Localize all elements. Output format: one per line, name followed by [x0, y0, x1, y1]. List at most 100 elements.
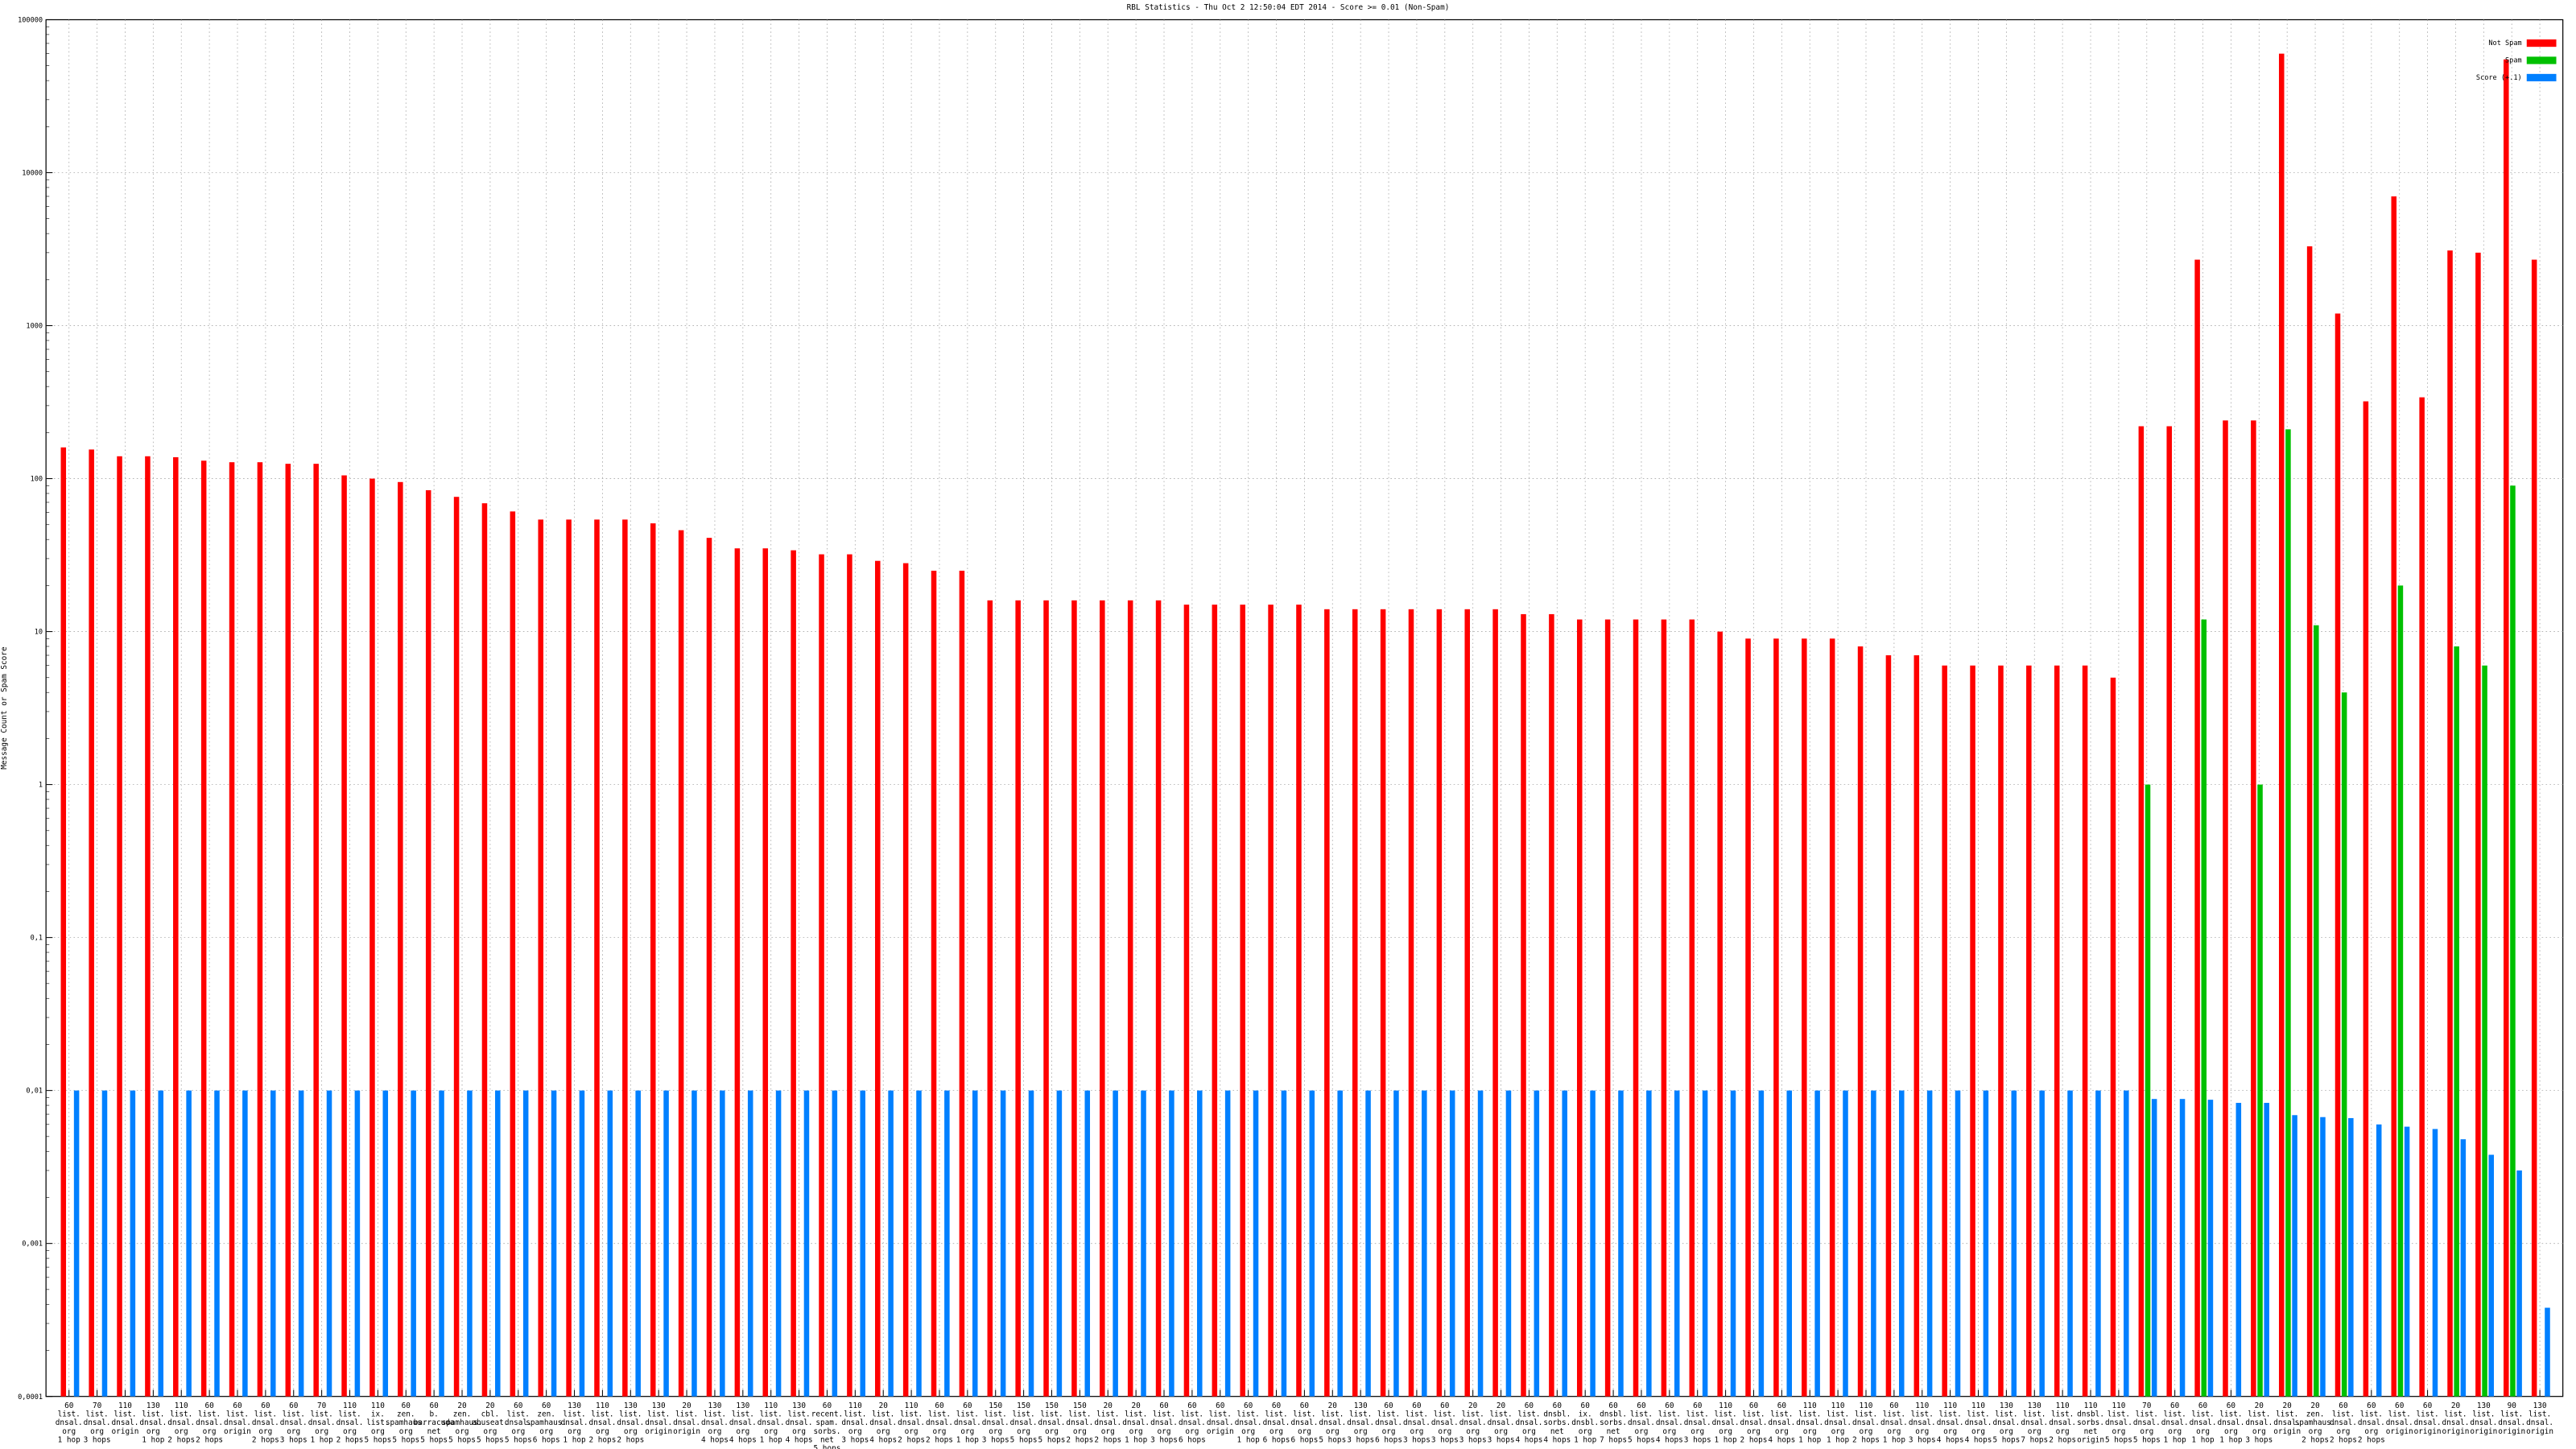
bar: [2026, 665, 2032, 1397]
bar: [1253, 1090, 1259, 1397]
bar: [1674, 1090, 1680, 1397]
bar: [2341, 692, 2347, 1397]
x-tick-label: 130 list. dnsal. origin: [2470, 1402, 2497, 1436]
x-tick-label: 110 list. dnsal. org 1 hop: [1796, 1402, 1823, 1444]
y-axis-label: Message Count or Spam Score: [0, 646, 9, 770]
bar: [2376, 1124, 2382, 1397]
bar: [101, 1090, 108, 1397]
x-tick-label: 60 recent. spam. sorbs. net 5 hops: [811, 1402, 844, 1449]
bar: [2264, 1103, 2269, 1397]
x-tick-label: 110 dnsbl. sorbs. net origin: [2077, 1402, 2104, 1444]
x-tick-label: 60 list. dnsal. origin: [224, 1402, 251, 1436]
x-tick-label: 20 list. dnsal. org 4 hops: [869, 1402, 897, 1444]
bar: [819, 554, 824, 1397]
bar: [1000, 1090, 1006, 1397]
x-tick-label: 150 list. dnsal. org 5 hops: [1010, 1402, 1038, 1444]
x-tick-label: 130 list. dnsal. org 1 hop: [139, 1402, 167, 1444]
x-tick-label: 60 list. dnsal. org 5 hops: [1628, 1402, 1655, 1444]
bar: [2110, 677, 2116, 1397]
x-tick-label: 150 list. dnsal. org 2 hops: [1066, 1402, 1093, 1444]
x-tick-label: 60 b. barracuda net 5 hops: [414, 1402, 455, 1444]
x-tick-label: 60 list. dnsal. org 6 hops: [1263, 1402, 1290, 1444]
y-tick-label: 10000: [22, 170, 43, 178]
bar: [1843, 1090, 1848, 1397]
bar: [145, 456, 151, 1397]
bar: [2292, 1115, 2297, 1397]
x-tick-label: 60 list. dnsal. org 4 hops: [1768, 1402, 1795, 1444]
x-tick-label: 60 list. dnsal. org 1 hop: [954, 1402, 981, 1444]
bar: [987, 600, 993, 1397]
bar: [326, 1090, 332, 1397]
bar: [2482, 665, 2487, 1397]
bar: [2138, 426, 2145, 1397]
bar: [678, 530, 684, 1397]
bar: [1885, 655, 1892, 1397]
bar: [2306, 246, 2313, 1397]
bar: [1141, 1090, 1146, 1397]
x-tick-label: 130 list. dnsal. org 4 hops: [729, 1402, 757, 1444]
y-tick-label: 0,01: [26, 1088, 43, 1096]
bar: [2235, 1103, 2242, 1397]
x-tick-label: 110 list. dnsal. org 3 hops: [1909, 1402, 1936, 1444]
bar: [2207, 1100, 2214, 1397]
bar: [622, 519, 628, 1397]
bar: [1309, 1090, 1315, 1397]
x-tick-label: 60 list. dnsal. org 3 hops: [1150, 1402, 1178, 1444]
bar: [791, 550, 796, 1397]
bar: [173, 456, 179, 1397]
bar: [2447, 250, 2453, 1397]
bar: [1576, 619, 1583, 1397]
x-tick-label: 110 list. dnsal. org 2 hops: [167, 1402, 195, 1444]
bar: [1224, 1090, 1231, 1397]
bar: [1998, 665, 2004, 1397]
x-tick-label: 20 list. dnsal. origin: [2273, 1402, 2301, 1436]
bar: [398, 481, 403, 1397]
bar: [467, 1090, 473, 1397]
x-tick-label: 70 list. dnsal. org 3 hops: [84, 1402, 111, 1444]
x-tick-label: 130 list. dnsal. origin: [645, 1402, 672, 1436]
plot-frame: [45, 19, 2564, 1397]
x-tick-label: 20 list. dnsal. org 2 hops: [1094, 1402, 1121, 1444]
bar: [411, 1090, 416, 1397]
y-tick-label: 0,1: [31, 935, 43, 943]
bar: [1898, 1090, 1905, 1397]
x-tick-label: 60 list. dnsal. org 3 hops: [280, 1402, 308, 1444]
bar: [1689, 619, 1695, 1397]
bar: [691, 1090, 697, 1397]
bar: [2082, 665, 2088, 1397]
bar: [2391, 196, 2397, 1397]
bar: [200, 460, 207, 1397]
y-tick-label: 0,001: [22, 1241, 43, 1249]
bar: [1661, 619, 1667, 1397]
bar: [522, 1090, 529, 1397]
bar: [2404, 1126, 2410, 1397]
bar: [1549, 613, 1554, 1397]
x-tick-label: 60 list. dnsal. org 1 hop: [2217, 1402, 2244, 1444]
bar: [242, 1090, 248, 1397]
bar: [1926, 1090, 1933, 1397]
bar: [1717, 631, 1723, 1397]
bar: [1422, 1090, 1427, 1397]
bar: [2151, 1099, 2157, 1397]
x-tick-label: 60 ix. dnsbl. org 1 hop: [1571, 1402, 1599, 1444]
bar: [944, 1090, 950, 1397]
x-tick-label: 20 list. dnsal. org 3 hops: [2245, 1402, 2273, 1444]
x-tick-label: 110 list. dnsal. org 3 hops: [841, 1402, 869, 1444]
x-tick-label: 110 list. dnsal. org 2 hops: [1852, 1402, 1880, 1444]
x-tick-label: 150 list. dnsal. org 5 hops: [1038, 1402, 1066, 1444]
bar: [2510, 485, 2516, 1397]
bar: [2251, 420, 2256, 1397]
bar: [73, 1090, 80, 1397]
bar: [369, 478, 375, 1397]
x-tick-label: 60 list. dnsal. org 6 hops: [1375, 1402, 1402, 1444]
legend-swatch: [2526, 56, 2557, 64]
x-tick-label: 60 list. dnsal. origin: [2414, 1402, 2442, 1436]
bar: [1646, 1090, 1652, 1397]
x-tick-label: 20 list. dnsal. origin: [2442, 1402, 2470, 1436]
bar: [1633, 619, 1639, 1397]
legend-swatch: [2526, 39, 2557, 47]
bar: [1028, 1090, 1034, 1397]
x-tick-label: 60 list. dnsal. org 6 hops: [1290, 1402, 1318, 1444]
bar: [1449, 1090, 1455, 1397]
